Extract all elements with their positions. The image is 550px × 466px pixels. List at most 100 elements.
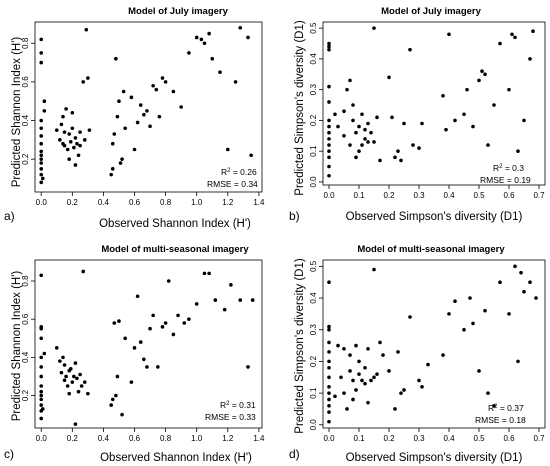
y-tick-label: 0.3 [309,324,318,336]
y-tick-label: 0.3 [309,84,318,96]
data-point [39,161,44,165]
data-point [61,114,65,119]
data-point [327,327,331,332]
data-point [70,126,75,131]
data-point [465,87,469,92]
data-point [138,340,143,344]
data-point [39,365,44,369]
data-point [65,384,70,388]
data-point [39,118,44,123]
data-point [327,44,331,49]
data-point [327,130,331,135]
data-point [516,359,520,364]
data-point [39,180,44,185]
r2-annotation: R2 = 0.31 [220,400,256,410]
data-point [76,153,81,158]
data-point [129,95,134,100]
data-point [145,365,149,369]
y-tick-label: 0.4 [21,351,30,363]
data-point [40,176,45,181]
data-point [65,147,70,152]
data-point [522,289,526,294]
data-point [534,296,538,300]
r2-exponent: 2 [227,168,231,174]
data-point [176,313,180,318]
data-point [372,140,376,144]
y-tick-label: 0.4 [309,53,318,65]
x-tick-label: 0.8 [160,198,172,207]
data-point [39,397,44,402]
y-tick-label: 0.4 [309,292,318,304]
data-point [363,127,367,132]
data-point [39,157,44,161]
x-tick-label: 1.4 [253,434,265,443]
panel-a: Model of July imagery a) Observed Shanno… [4,6,265,230]
data-point [62,363,67,367]
data-point [75,141,79,146]
plot-frame [34,259,263,429]
data-point [138,103,143,107]
rmse-annotation: RMSE = 0.19 [480,175,531,185]
x-axis-label: Observed Shannon Index (H') [99,218,251,230]
data-point [166,279,171,283]
r2-exponent: 2 [499,164,503,170]
data-point [123,336,127,341]
data-point [249,153,253,158]
data-point [64,374,68,379]
data-point [402,388,406,392]
data-point [39,37,44,42]
x-axis-label: Observed Shannon Index (H') [100,452,252,464]
data-point [333,112,337,117]
data-point [42,99,47,104]
data-point [151,83,155,88]
data-point [109,403,113,407]
data-point [39,134,44,138]
data-point [375,372,379,376]
data-point [79,384,84,388]
data-point [151,313,155,318]
data-point [327,143,331,147]
data-point [39,374,44,379]
data-point [354,155,358,160]
data-point [148,326,152,331]
x-tick-label: 0.6 [129,198,141,207]
data-point [73,136,78,140]
data-point [54,128,59,132]
data-point [54,346,59,350]
y-tick-label: 0.8 [21,275,30,287]
data-point [40,407,45,411]
data-point [109,172,113,177]
x-tick-label: 0.0 [323,434,335,443]
data-point [78,143,82,148]
r2-annotation: R2 = 0.26 [221,167,257,177]
data-point [86,76,90,80]
data-point [327,124,331,129]
x-tick-label: 1.2 [222,434,234,443]
data-point [171,332,176,337]
data-point [68,367,73,371]
y-tick-label: 0.0 [309,176,318,188]
data-point [345,407,349,411]
x-tick-label: 0.4 [98,434,110,443]
data-point [492,103,496,107]
y-axis-label: Predicted Shannon Index (H') [11,271,23,422]
x-tick-label: 0.3 [413,434,425,443]
data-point [372,375,376,380]
r2-value: = 0.26 [230,167,257,177]
data-point [142,112,146,117]
x-tick-label: 0.2 [67,198,79,207]
data-point [351,118,355,123]
data-point [156,365,160,369]
data-point [471,124,475,129]
data-point [447,32,451,37]
data-point [399,158,403,163]
data-point [396,149,400,153]
data-point [110,397,115,402]
data-point [426,362,430,367]
data-point [507,312,511,316]
data-point [145,109,149,113]
data-point [112,132,117,136]
data-point [483,72,487,77]
data-point [519,270,523,275]
data-point [39,167,44,171]
